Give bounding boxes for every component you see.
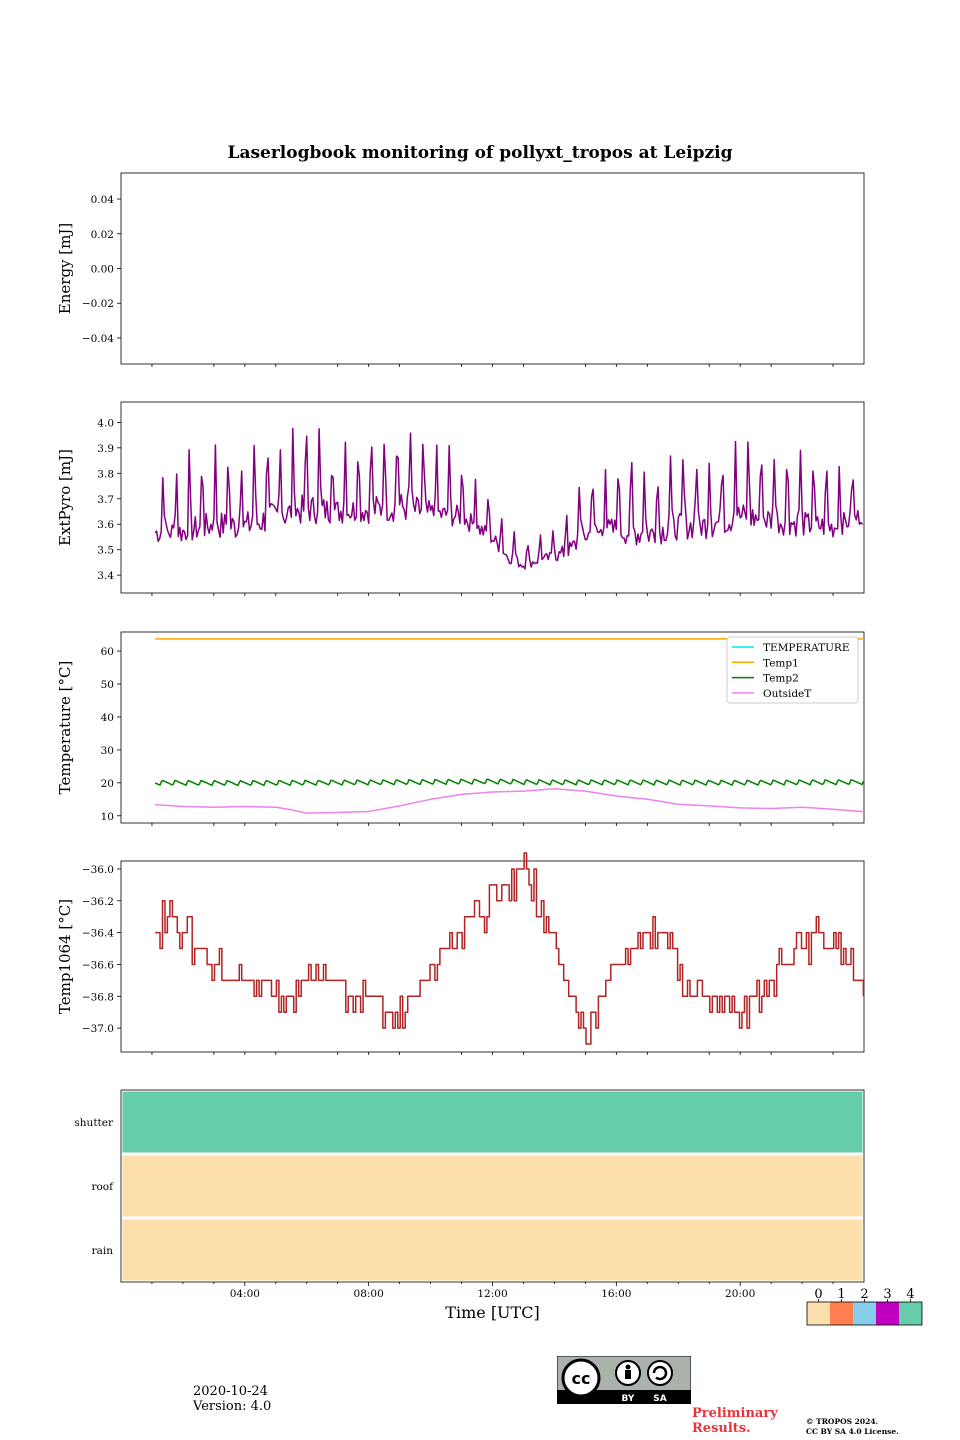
legend-label-temp2: Temp2 [763,673,799,685]
x-tick-label: 12:00 [477,1288,507,1300]
legend-box [726,636,859,704]
x-tick-label: 20:00 [725,1288,755,1300]
series-line-temp1064 [155,852,865,1045]
legend-label-temperature: TEMPERATURE [763,642,850,654]
y-tick-label: −0.02 [82,298,114,310]
cc-license-badge: cc BY SA [557,1356,691,1404]
y-tick-label: 30 [101,745,114,757]
legend-label-temp1: Temp1 [763,657,799,669]
footer-info: 2020-10-24 Version: 4.0 [193,1384,271,1414]
colorbar-tick-label: 2 [860,1287,868,1302]
status-band-shutter [119,1088,866,1156]
y-tick-label: −37.0 [82,1023,114,1035]
y-tick-label: −36.0 [82,864,114,876]
y-tick-label: 0.04 [91,194,115,206]
y-tick-label: 0.02 [91,229,114,241]
y-tick-label: −36.2 [82,896,114,908]
series-line-outsidet [155,788,865,814]
y-tick-label: 3.8 [97,468,114,480]
status-label-roof: roof [91,1181,114,1193]
colorbar-tick-label: 1 [837,1287,845,1302]
panel-frame-energy [120,172,865,365]
y-tick-label: −36.8 [82,991,114,1003]
date-label: 2020-10-24 [193,1384,268,1399]
y-tick-label: −0.04 [82,333,114,345]
x-tick-label: 08:00 [354,1288,384,1300]
colorbar-cell-1 [830,1302,853,1325]
version-label: Version: 4.0 [193,1399,272,1414]
colorbar-cell-0 [807,1302,830,1325]
colorbar-cell-4 [899,1302,922,1325]
y-tick-label: 3.9 [97,443,114,455]
colorbar-tick-label: 4 [906,1287,914,1302]
status-band-roof [119,1152,866,1220]
series-line-extpyro [154,427,864,570]
y-tick-label: 3.5 [97,545,114,557]
y-tick-label: 3.4 [97,570,114,582]
status-label-shutter: shutter [74,1117,114,1129]
y-axis-label-extpyro: ExtPyro [mJ] [56,449,74,546]
x-axis-label: Time [UTC] [445,1303,539,1322]
panel-frame-extpyro [120,401,865,594]
colorbar-cell-3 [876,1302,899,1325]
legend-temperature: TEMPERATURE Temp1 Temp2 OutsideT [726,636,859,704]
preliminary-results-label: Preliminary Results. [692,1406,778,1436]
license-by: BY [622,1394,635,1404]
copyright: © TROPOS 2024. CC BY SA 4.0 License. [806,1417,899,1437]
copyright-line1: © TROPOS 2024. [806,1417,879,1426]
x-tick-label: 16:00 [601,1288,631,1300]
y-tick-label: 3.7 [97,494,114,506]
y-tick-label: 0.00 [91,264,114,276]
y-axis-label-energy: Energy [mJ] [56,223,74,314]
status-band-rain [119,1216,866,1284]
y-tick-label: 3.6 [97,519,114,531]
y-tick-label: −36.6 [82,959,114,971]
y-axis-label-temperature: Temperature [°C] [56,661,74,795]
chart-title: Laserlogbook monitoring of pollyxt_tropo… [227,143,732,163]
y-tick-label: 4.0 [97,417,114,429]
legend-label-outsidet: OutsideT [763,688,811,700]
y-tick-label: −36.4 [82,928,114,940]
y-tick-label: 20 [101,778,114,790]
colorbar-tick-label: 0 [814,1287,822,1302]
svg-text:cc: cc [572,1369,591,1388]
license-sa: SA [653,1394,666,1404]
panel-frame-temp1064 [120,860,865,1053]
copyright-line2: CC BY SA 4.0 License. [806,1427,899,1436]
y-tick-label: 10 [101,811,114,823]
x-tick-label: 04:00 [230,1288,260,1300]
y-axis-label-temp1064: Temp1064 [°C] [56,899,74,1014]
y-tick-label: 60 [101,646,114,658]
y-tick-label: 40 [101,712,114,724]
colorbar-tick-label: 3 [883,1287,891,1302]
series-line-temp2 [154,778,865,787]
colorbar-cell-2 [853,1302,876,1325]
status-label-rain: rain [92,1245,114,1257]
y-tick-label: 50 [101,679,114,691]
